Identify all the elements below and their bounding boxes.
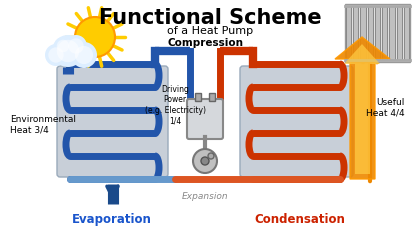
Bar	[353, 7, 359, 61]
Circle shape	[54, 38, 72, 56]
Circle shape	[65, 36, 87, 58]
Circle shape	[48, 48, 64, 64]
Circle shape	[208, 153, 214, 159]
Text: Condensation: Condensation	[255, 213, 345, 225]
Text: of a Heat Pump: of a Heat Pump	[167, 26, 253, 36]
Bar	[195, 94, 201, 102]
Bar	[345, 5, 410, 63]
Text: Compression: Compression	[167, 38, 243, 48]
Bar	[389, 7, 394, 61]
Circle shape	[201, 157, 209, 165]
FancyBboxPatch shape	[187, 100, 223, 139]
Bar	[209, 94, 215, 102]
Circle shape	[45, 45, 67, 67]
Polygon shape	[335, 38, 390, 179]
Bar	[368, 7, 373, 61]
Text: Evaporation: Evaporation	[72, 213, 152, 225]
Circle shape	[57, 41, 79, 63]
Text: Environmental
Heat 3/4: Environmental Heat 3/4	[10, 115, 76, 134]
Text: Functional Scheme: Functional Scheme	[99, 8, 321, 28]
Circle shape	[75, 47, 93, 65]
Bar	[375, 7, 380, 61]
Bar	[360, 7, 366, 61]
Circle shape	[57, 40, 69, 53]
Polygon shape	[344, 45, 380, 174]
Circle shape	[71, 43, 97, 69]
Bar	[346, 7, 351, 61]
FancyBboxPatch shape	[240, 67, 353, 177]
Circle shape	[193, 149, 217, 173]
FancyBboxPatch shape	[57, 67, 168, 177]
Bar	[404, 7, 409, 61]
Circle shape	[75, 18, 115, 58]
Bar	[382, 7, 387, 61]
Text: Expansion: Expansion	[182, 192, 228, 201]
Bar	[396, 7, 402, 61]
Text: Driving
Power
(e.g. Electricity)
1/4: Driving Power (e.g. Electricity) 1/4	[144, 85, 206, 125]
Circle shape	[52, 36, 84, 68]
Text: Useful
Heat 4/4: Useful Heat 4/4	[366, 98, 405, 117]
Circle shape	[68, 39, 84, 55]
